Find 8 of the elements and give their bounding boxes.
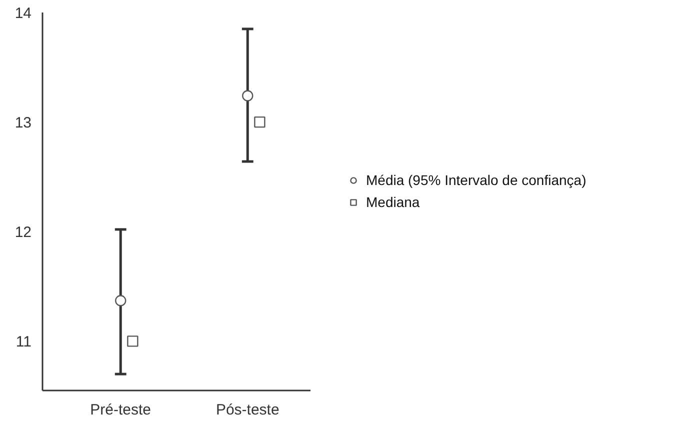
y-tick-label: 11 xyxy=(16,334,32,351)
legend-label: Mediana xyxy=(366,194,420,210)
x-tick-label: Pré-teste xyxy=(90,402,152,418)
x-tick-label: Pós-teste xyxy=(216,402,280,418)
legend-label: Média (95% Intervalo de confiança) xyxy=(366,172,586,188)
y-tick-label: 13 xyxy=(14,114,32,132)
y-tick-label: 14 xyxy=(14,5,32,22)
y-tick-label: 12 xyxy=(14,224,32,242)
